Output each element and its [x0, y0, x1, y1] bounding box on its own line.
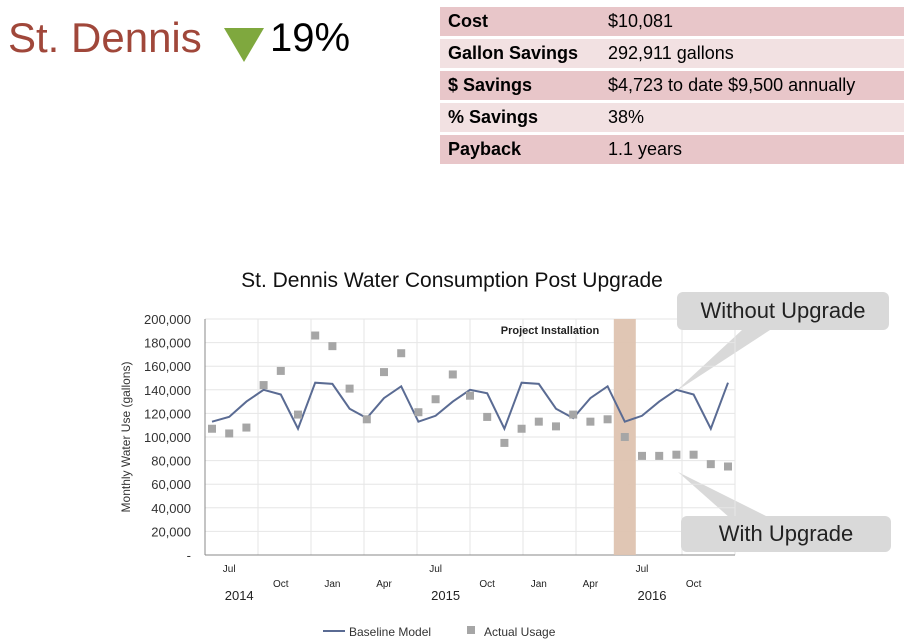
actual-usage-point [208, 424, 216, 433]
x-tick-label: Jan [531, 579, 547, 590]
x-tick-label: Jul [429, 564, 442, 575]
actual-usage-point [655, 451, 664, 460]
legend-actual-swatch [467, 626, 475, 634]
row-key: % Savings [440, 101, 600, 135]
actual-usage-point [294, 410, 302, 419]
savings-table: Cost $10,081 Gallon Savings 292,911 gall… [440, 7, 904, 167]
actual-usage-point [483, 412, 492, 421]
actual-usage-point [397, 349, 406, 358]
actual-usage-point [552, 422, 560, 431]
table-row: Cost $10,081 [440, 7, 904, 39]
year-label: 2015 [431, 588, 460, 603]
x-tick-label: Apr [376, 579, 392, 590]
legend-baseline-label: Baseline Model [349, 625, 431, 639]
row-value: 1.1 years [600, 133, 904, 167]
y-tick-label: - [187, 548, 191, 563]
x-tick-label: Oct [479, 579, 495, 590]
table-row: $ Savings $4,723 to date $9,500 annually [440, 69, 904, 103]
baseline-model-line [211, 381, 729, 432]
row-value: 292,911 gallons [600, 37, 904, 71]
row-value: $10,081 [600, 7, 904, 39]
x-tick-label: Jan [324, 579, 340, 590]
actual-usage-point [362, 415, 371, 424]
actual-usage-point [689, 450, 698, 459]
actual-usage-point [431, 395, 440, 404]
y-tick-label: 200,000 [144, 312, 191, 327]
actual-usage-point [603, 415, 612, 424]
row-value: 38% [600, 101, 904, 135]
with-upgrade-callout: With Upgrade [681, 516, 891, 552]
y-tick-label: 20,000 [151, 524, 191, 539]
table-row: Payback 1.1 years [440, 133, 904, 167]
savings-percent: 19% [270, 16, 351, 60]
actual-usage-point [259, 381, 268, 390]
actual-usage-point [380, 368, 388, 377]
actual-usage-point [328, 342, 337, 351]
y-tick-label: 140,000 [144, 383, 191, 398]
row-value: $4,723 to date $9,500 annually [600, 69, 904, 103]
actual-usage-point [276, 366, 285, 375]
actual-usage-point [672, 450, 681, 459]
actual-usage-point [569, 410, 578, 419]
down-triangle-icon [224, 28, 264, 62]
row-key: Cost [440, 7, 600, 39]
x-tick-label: Jul [223, 564, 236, 575]
x-tick-label: Oct [273, 579, 289, 590]
y-tick-label: 80,000 [151, 454, 191, 469]
actual-usage-point [534, 417, 543, 426]
actual-usage-point [517, 424, 526, 433]
callout-pointer-bottom [678, 472, 770, 518]
actual-usage-point [311, 331, 320, 340]
annotation-label: Project Installation [501, 325, 600, 337]
year-label: 2016 [638, 588, 667, 603]
actual-usage-point [706, 460, 715, 469]
actual-usage-point [242, 423, 251, 432]
chart-title: St. Dennis Water Consumption Post Upgrad… [241, 269, 663, 292]
actual-usage-point [500, 438, 509, 447]
actual-usage-point [620, 433, 629, 441]
callout-pointer-top [675, 330, 770, 392]
legend-actual-label: Actual Usage [484, 625, 556, 639]
y-tick-label: 40,000 [151, 501, 191, 516]
actual-usage-point [586, 417, 595, 426]
y-tick-label: 100,000 [144, 430, 191, 445]
x-tick-label: Jul [636, 564, 649, 575]
actual-usage-point [345, 384, 354, 393]
table-row: Gallon Savings 292,911 gallons [440, 37, 904, 71]
actual-usage-point [448, 370, 457, 379]
y-tick-label: 60,000 [151, 477, 191, 492]
actual-usage-point [414, 408, 423, 417]
actual-usage-point [724, 462, 732, 471]
year-label: 2014 [225, 588, 254, 603]
table-row: % Savings 38% [440, 101, 904, 135]
page-title: St. Dennis [8, 14, 202, 61]
without-upgrade-callout: Without Upgrade [677, 292, 889, 330]
y-tick-label: 120,000 [144, 406, 191, 421]
x-tick-label: Apr [583, 579, 599, 590]
row-key: $ Savings [440, 69, 600, 103]
x-tick-label: Oct [686, 579, 702, 590]
y-axis-label: Monthly Water Use (gallons) [119, 362, 133, 513]
actual-usage-point [638, 451, 646, 460]
y-tick-label: 180,000 [144, 336, 191, 351]
actual-usage-point [225, 429, 234, 438]
y-tick-label: 160,000 [144, 359, 191, 374]
actual-usage-point [466, 391, 474, 400]
row-key: Gallon Savings [440, 37, 600, 71]
row-key: Payback [440, 133, 600, 167]
